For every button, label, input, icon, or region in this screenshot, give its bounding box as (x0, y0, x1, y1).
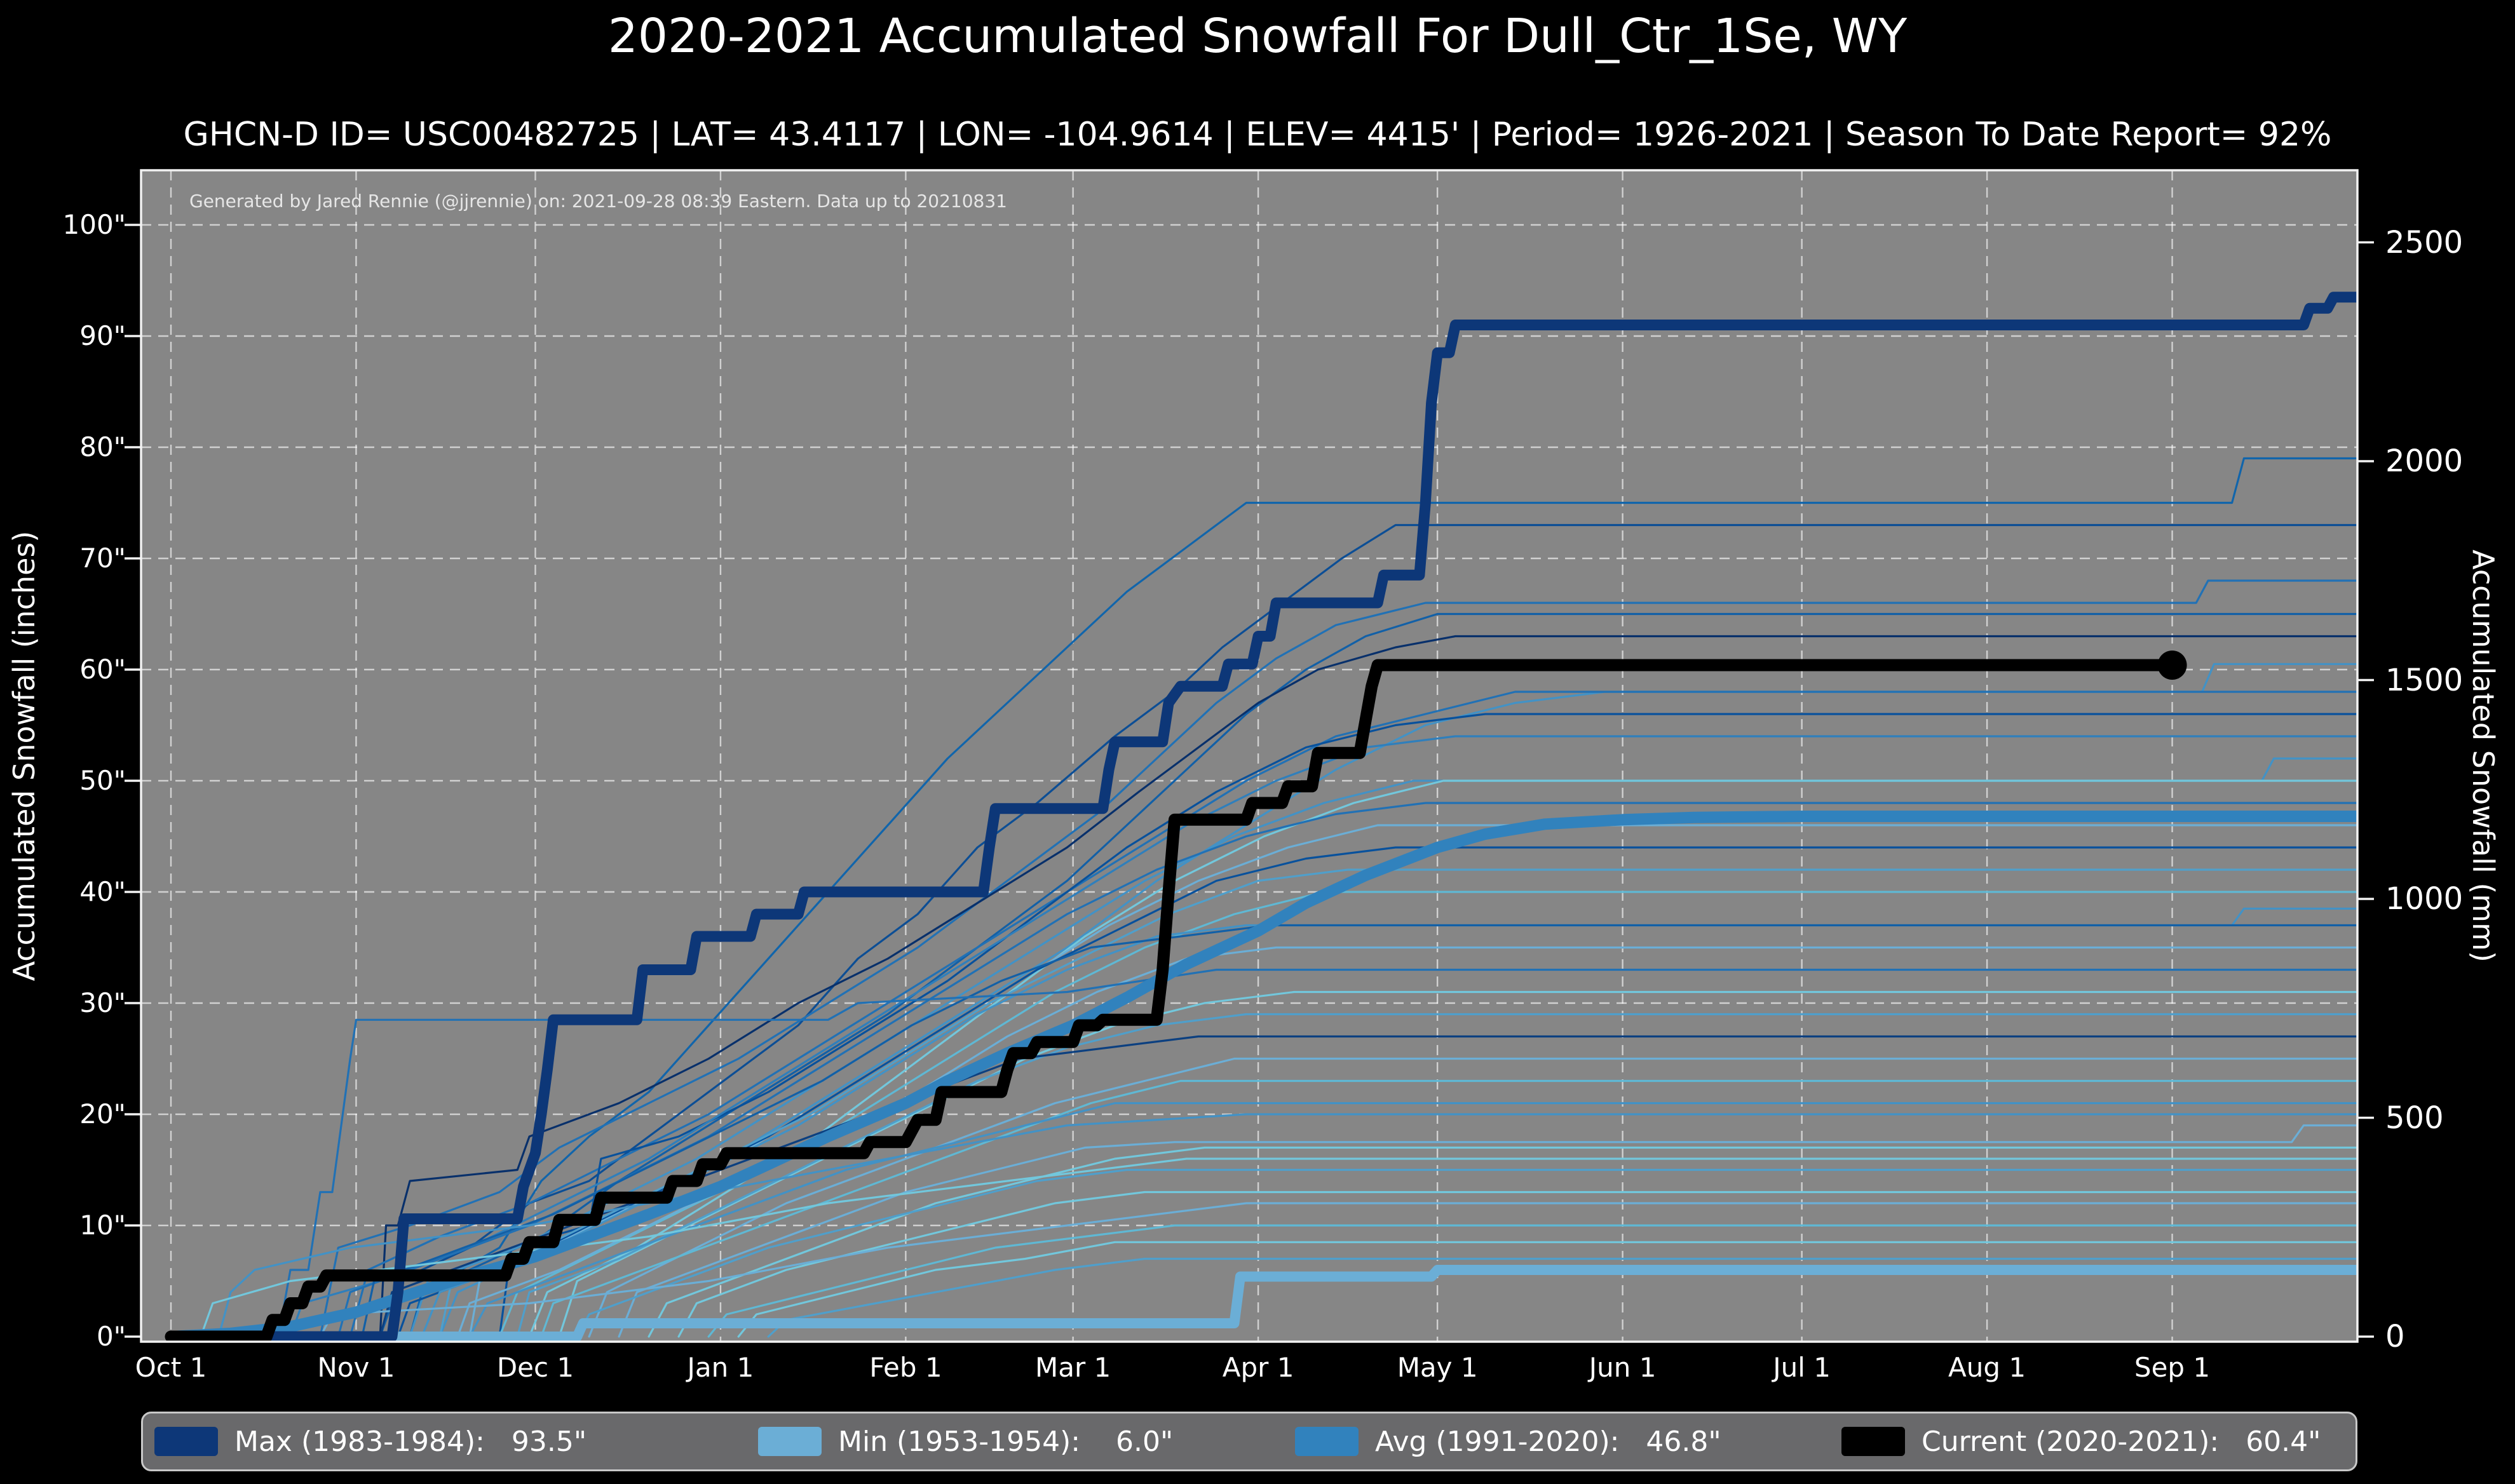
y-tick-right-2500: 2500 (2385, 224, 2464, 260)
station-subtitle: GHCN-D ID= USC00482725 | LAT= 43.4117 | … (183, 116, 2332, 154)
x-tick-feb-1: Feb 1 (869, 1352, 942, 1383)
x-tick-sep-1: Sep 1 (2134, 1352, 2211, 1383)
y-tick-right-0: 0 (2385, 1319, 2405, 1354)
legend-item-max: Max (1983-1984): 93.5" (154, 1413, 586, 1469)
x-tick-oct-1: Oct 1 (135, 1352, 207, 1383)
y-axis-label-inches: Accumulated Snowfall (inches) (7, 530, 41, 981)
legend-item-min: Min (1953-1954): 6.0" (758, 1413, 1173, 1469)
y-tick-left-20: 20" (79, 1098, 126, 1130)
y-tick-left-90: 90" (79, 320, 126, 351)
x-tick-jun-1: Jun 1 (1589, 1352, 1657, 1383)
legend-item-avg: Avg (1991-2020): 46.8" (1295, 1413, 1721, 1469)
x-tick-apr-1: Apr 1 (1222, 1352, 1294, 1383)
y-tick-left-10: 10" (79, 1210, 126, 1241)
y-tick-left-70: 70" (79, 543, 126, 574)
x-tick-mar-1: Mar 1 (1034, 1352, 1111, 1383)
page-title: 2020-2021 Accumulated Snowfall For Dull_… (607, 9, 1908, 64)
legend-swatch-current (1841, 1427, 1905, 1456)
y-tick-left-30: 30" (79, 987, 126, 1018)
y-axis-label-mm: Accumulated Snowfall (mm) (2466, 550, 2500, 962)
legend-item-current: Current (2020-2021): 60.4" (1841, 1413, 2321, 1469)
y-tick-right-1500: 1500 (2385, 662, 2464, 698)
legend-label-min: Min (1953-1954): 6.0" (838, 1425, 1174, 1458)
y-tick-left-0: 0" (96, 1321, 126, 1352)
legend-label-current: Current (2020-2021): 60.4" (1922, 1425, 2321, 1458)
y-tick-right-1000: 1000 (2385, 881, 2464, 917)
x-tick-aug-1: Aug 1 (1948, 1352, 2026, 1383)
x-tick-jul-1: Jul 1 (1773, 1352, 1831, 1383)
x-tick-jan-1: Jan 1 (687, 1352, 754, 1383)
x-tick-dec-1: Dec 1 (496, 1352, 574, 1383)
y-tick-left-80: 80" (79, 431, 126, 462)
y-tick-right-500: 500 (2385, 1100, 2444, 1136)
legend-swatch-avg (1295, 1427, 1359, 1456)
legend-label-avg: Avg (1991-2020): 46.8" (1375, 1425, 1721, 1458)
y-tick-left-40: 40" (79, 876, 126, 907)
y-tick-right-2000: 2000 (2385, 443, 2464, 480)
attribution-note: Generated by Jared Rennie (@jjrennie) on… (189, 191, 1007, 212)
legend-swatch-max (154, 1427, 218, 1456)
legend-label-max: Max (1983-1984): 93.5" (234, 1425, 587, 1458)
legend-swatch-min (758, 1427, 822, 1456)
y-tick-left-50: 50" (79, 765, 126, 796)
x-tick-nov-1: Nov 1 (317, 1352, 395, 1383)
y-tick-left-100: 100" (62, 209, 126, 240)
x-tick-may-1: May 1 (1397, 1352, 1478, 1383)
legend: Max (1983-1984): 93.5" Min (1953-1954): … (141, 1412, 2357, 1471)
y-tick-left-60: 60" (79, 654, 126, 685)
